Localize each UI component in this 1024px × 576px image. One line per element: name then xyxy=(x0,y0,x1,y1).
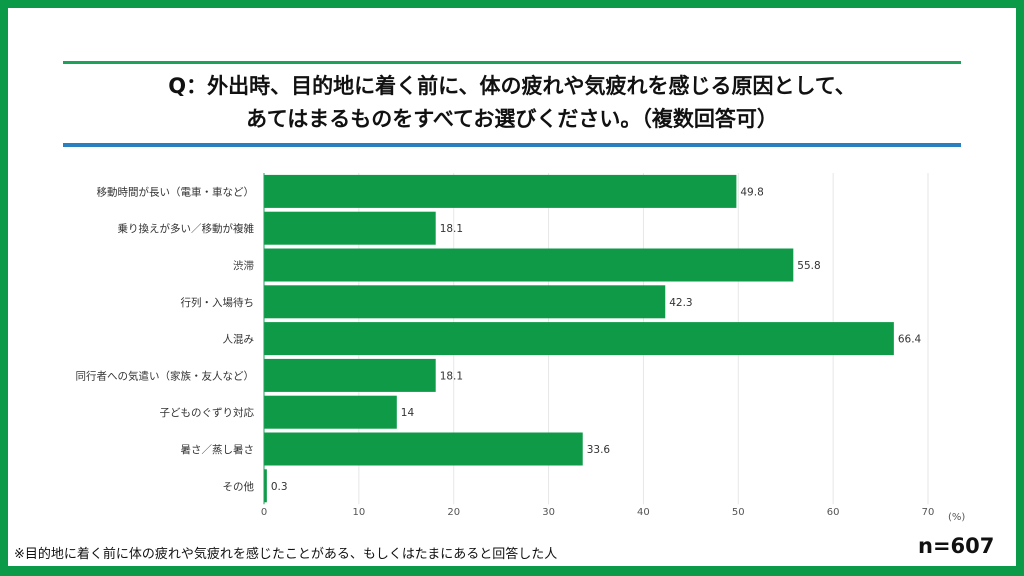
category-label: 同行者への気遣い（家族・友人など） xyxy=(76,369,255,382)
category-label: 行列・入場待ち xyxy=(181,296,255,309)
x-unit-label: (%) xyxy=(948,512,965,523)
title-rule-bottom xyxy=(63,143,961,147)
title-line-2: あてはまるものをすべてお選びください。（複数回答可） xyxy=(246,107,778,131)
data-label: 33.6 xyxy=(587,444,611,456)
x-tick-label: 50 xyxy=(732,507,745,518)
bar xyxy=(264,322,894,356)
x-tick-label: 60 xyxy=(827,507,840,518)
sample-size: n=607 xyxy=(918,534,995,558)
bar xyxy=(264,285,666,319)
data-label: 55.8 xyxy=(797,260,820,272)
category-label: 暑さ／蒸し暑さ xyxy=(181,444,255,456)
footnote: ※目的地に着く前に体の疲れや気疲れを感じたことがある、もしくはたまにあると回答し… xyxy=(14,547,558,562)
category-label: 移動時間が長い（電車・車など） xyxy=(97,185,255,198)
bar xyxy=(264,395,397,429)
data-label: 42.3 xyxy=(669,297,692,309)
x-tick-label: 0 xyxy=(261,507,267,518)
title-line-1: Q：外出時、目的地に着く前に、体の疲れや気疲れを感じる原因として、 xyxy=(168,74,856,98)
x-tick-label: 10 xyxy=(352,507,365,518)
data-label: 66.4 xyxy=(898,334,922,346)
data-label: 18.1 xyxy=(440,223,463,235)
bar xyxy=(264,432,583,466)
category-label: その他 xyxy=(223,480,255,493)
bar xyxy=(264,248,794,282)
data-label: 49.8 xyxy=(740,186,763,198)
data-label: 18.1 xyxy=(440,370,463,382)
bar xyxy=(264,174,737,208)
x-tick-label: 40 xyxy=(637,507,650,518)
category-label: 渋滞 xyxy=(233,259,254,272)
data-label: 0.3 xyxy=(271,481,288,493)
category-label: 乗り換えが多い／移動が複雑 xyxy=(118,222,255,235)
x-tick-label: 70 xyxy=(922,507,935,518)
bar xyxy=(264,358,436,392)
title-rule-top xyxy=(63,61,961,64)
category-label: 人混み xyxy=(223,334,255,346)
chart-title: Q：外出時、目的地に着く前に、体の疲れや気疲れを感じる原因として、 あてはまるも… xyxy=(63,70,961,136)
x-tick-label: 30 xyxy=(542,507,555,518)
category-label: 子どものぐずり対応 xyxy=(160,406,255,419)
data-label: 14 xyxy=(401,407,415,419)
x-tick-label: 20 xyxy=(447,507,460,518)
bar xyxy=(264,211,436,245)
bar xyxy=(264,469,267,503)
